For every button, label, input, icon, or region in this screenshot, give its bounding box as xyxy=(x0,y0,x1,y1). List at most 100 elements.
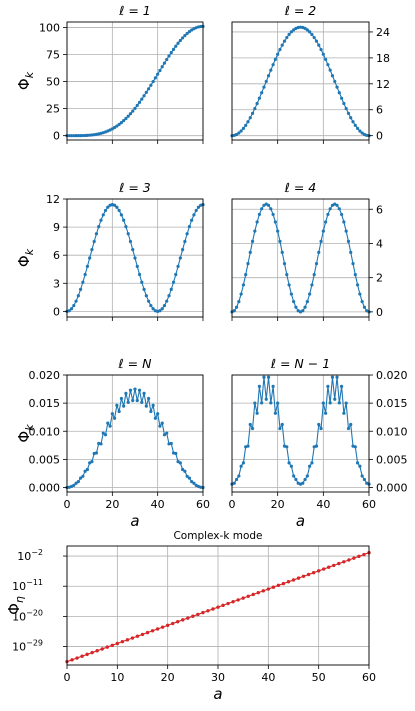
data-point xyxy=(162,303,167,308)
data-point xyxy=(241,461,246,465)
y-tick-label: 0.000 xyxy=(29,482,61,495)
data-point xyxy=(101,431,105,435)
data-point xyxy=(241,596,245,600)
data-point xyxy=(239,464,243,468)
data-point xyxy=(351,262,355,266)
y-tick-label: 0 xyxy=(53,305,60,318)
x-axis-label: a xyxy=(296,512,305,530)
data-point xyxy=(128,112,133,116)
data-point xyxy=(282,39,287,43)
series-line xyxy=(231,203,370,313)
data-point xyxy=(328,401,332,405)
data-point xyxy=(181,248,185,252)
x-tick-label: 40 xyxy=(151,498,165,511)
data-point xyxy=(153,416,157,420)
data-point xyxy=(285,35,289,40)
data-point xyxy=(216,605,220,609)
y-tick-label: 0.015 xyxy=(29,397,61,410)
data-point xyxy=(344,401,348,405)
data-point xyxy=(155,627,160,631)
data-point xyxy=(287,32,291,37)
data-point xyxy=(135,264,139,268)
data-point xyxy=(99,442,103,446)
data-point xyxy=(135,398,139,403)
data-point xyxy=(362,552,366,557)
data-point xyxy=(135,103,139,107)
data-point xyxy=(349,116,353,120)
y-axis-label: Φη xyxy=(5,596,26,615)
data-point xyxy=(357,554,361,559)
data-point xyxy=(142,287,146,291)
data-point xyxy=(124,391,128,395)
data-point xyxy=(264,397,268,401)
data-point xyxy=(294,305,298,309)
data-point xyxy=(147,299,151,303)
data-point xyxy=(167,294,171,298)
data-point xyxy=(149,83,153,87)
x-tick-label: 0 xyxy=(229,498,236,511)
data-point xyxy=(137,272,142,277)
data-point xyxy=(162,433,167,437)
data-point xyxy=(117,208,121,213)
data-point xyxy=(72,134,76,138)
data-point xyxy=(191,614,195,618)
data-point xyxy=(169,51,173,55)
data-point xyxy=(352,556,356,560)
data-point xyxy=(192,213,196,217)
data-point xyxy=(344,229,348,233)
data-point xyxy=(160,421,164,425)
data-point xyxy=(346,239,351,243)
data-point xyxy=(201,610,205,615)
data-point xyxy=(250,426,255,431)
data-point xyxy=(333,79,337,84)
y-axis-label: Φk xyxy=(15,424,36,443)
data-point xyxy=(158,68,162,73)
data-point xyxy=(185,474,189,478)
y-tick-label: 4 xyxy=(376,237,383,250)
data-point xyxy=(137,100,142,104)
y-tick-exponent: −29 xyxy=(26,639,43,648)
data-point xyxy=(335,85,339,89)
data-point xyxy=(317,250,321,254)
data-point xyxy=(108,424,112,428)
data-point xyxy=(269,207,273,211)
data-point xyxy=(119,213,123,217)
data-point xyxy=(324,220,328,224)
data-point xyxy=(151,79,155,84)
data-point xyxy=(305,299,309,304)
data-point xyxy=(276,401,280,405)
data-point xyxy=(106,205,110,209)
data-point xyxy=(190,480,194,484)
data-point xyxy=(326,384,330,388)
data-point xyxy=(160,625,165,629)
data-point xyxy=(83,272,87,277)
data-point xyxy=(131,248,135,252)
data-point xyxy=(181,467,185,472)
data-point xyxy=(69,134,74,138)
data-point xyxy=(117,122,121,127)
y-tick-label: 10−29 xyxy=(12,639,43,654)
data-point xyxy=(246,262,250,266)
data-point xyxy=(140,97,144,101)
data-point xyxy=(95,649,99,653)
data-point xyxy=(81,133,85,138)
data-point xyxy=(292,28,296,32)
data-point xyxy=(176,264,180,268)
data-point xyxy=(194,208,198,213)
data-point xyxy=(335,203,339,207)
data-point xyxy=(236,598,240,602)
data-point xyxy=(234,305,239,309)
data-point xyxy=(135,634,140,638)
data-point xyxy=(257,96,261,100)
data-point xyxy=(278,239,282,243)
data-point xyxy=(147,87,151,91)
data-point xyxy=(80,654,84,658)
data-point xyxy=(248,250,252,254)
data-point xyxy=(328,68,332,72)
data-point xyxy=(358,129,362,133)
data-point xyxy=(226,601,230,606)
y-tick-label: 25 xyxy=(46,103,60,116)
data-point xyxy=(156,412,160,416)
data-point xyxy=(327,565,331,569)
